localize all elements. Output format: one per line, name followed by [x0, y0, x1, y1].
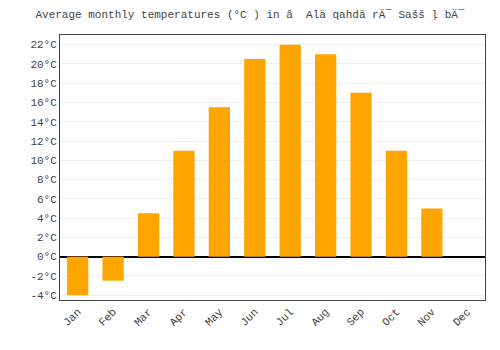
svg-text:6°C: 6°C: [37, 194, 57, 206]
svg-text:8°C: 8°C: [37, 174, 57, 186]
svg-text:4°C: 4°C: [37, 213, 57, 225]
svg-text:Nov: Nov: [415, 306, 438, 329]
svg-text:20°C: 20°C: [30, 59, 57, 71]
svg-text:Dec: Dec: [451, 306, 473, 328]
svg-text:Jan: Jan: [61, 306, 83, 328]
svg-text:Jun: Jun: [238, 306, 260, 328]
svg-text:Jul: Jul: [274, 306, 296, 328]
svg-text:Aug: Aug: [309, 306, 331, 328]
svg-text:Feb: Feb: [97, 306, 119, 328]
svg-text:16°C: 16°C: [30, 97, 57, 109]
svg-text:-4°C: -4°C: [30, 290, 57, 302]
svg-text:Mar: Mar: [132, 306, 154, 328]
svg-text:Average monthly temperatures (: Average monthly temperatures (°C ) in â …: [35, 9, 464, 21]
svg-text:10°C: 10°C: [30, 155, 57, 167]
svg-text:Apr: Apr: [167, 306, 189, 328]
svg-text:-2°C: -2°C: [30, 271, 57, 283]
svg-text:22°C: 22°C: [30, 39, 57, 51]
svg-text:14°C: 14°C: [30, 117, 57, 129]
svg-text:2°C: 2°C: [37, 232, 57, 244]
svg-text:0°C: 0°C: [37, 251, 57, 263]
svg-text:12°C: 12°C: [30, 136, 57, 148]
svg-text:May: May: [203, 306, 226, 329]
svg-text:Sep: Sep: [345, 306, 367, 328]
svg-text:18°C: 18°C: [30, 78, 57, 90]
svg-text:Oct: Oct: [380, 306, 402, 328]
